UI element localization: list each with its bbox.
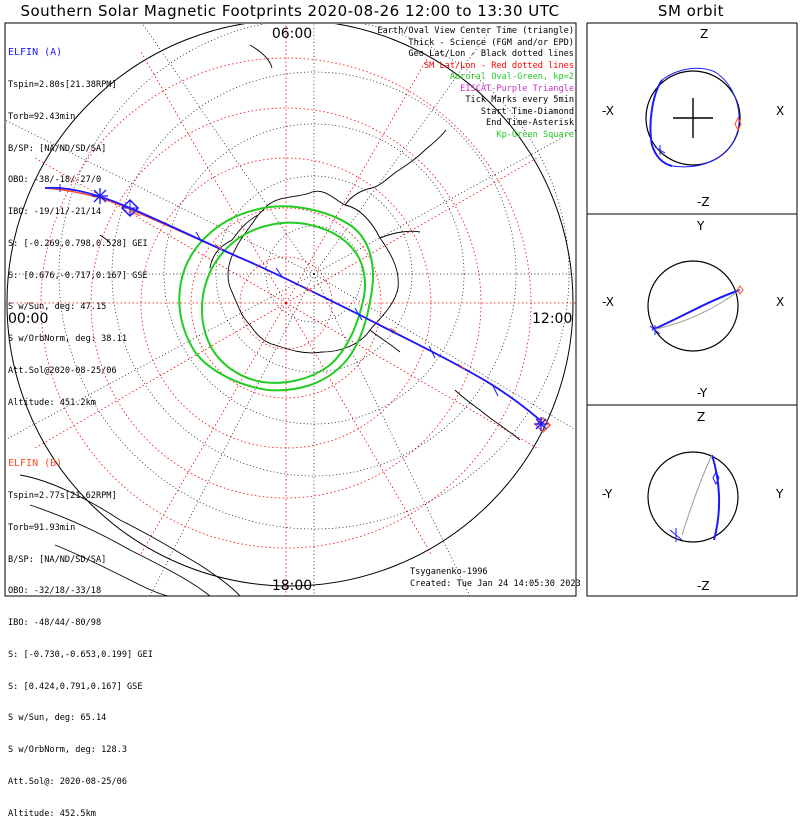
sm1-left-label: -X	[602, 104, 614, 118]
legend-item: Tick Marks every 5min	[465, 95, 574, 105]
elfin-a-end-marker	[534, 417, 548, 431]
elfin-a-line: S w/OrbNorm, deg: 38.11	[8, 334, 127, 345]
sm3-right-label: Y	[775, 487, 784, 501]
elfin-a-end-asterisk	[92, 188, 108, 204]
elfin-b-line: IBO: -48/44/-80/98	[8, 618, 102, 629]
sm1-bottom-label: -Z	[697, 195, 710, 209]
elfin-a-line: OBO: -38/-18/-27/0	[8, 175, 102, 186]
mlt-label-bottom: 18:00	[272, 578, 312, 594]
sm2-top-label: Y	[696, 219, 705, 233]
auroral-oval	[178, 205, 374, 392]
sm-panel-yz: Z -Z -Y Y	[602, 410, 784, 593]
mlt-label-top: 06:00	[272, 26, 312, 42]
elfin-b-line: Tspin=2.77s[21.62RPM]	[8, 490, 117, 501]
legend-item: Earth/Oval View Center Time (triangle)	[377, 26, 574, 36]
map-frame	[4, 22, 577, 597]
elfin-b-line: Torb=91.93min	[8, 522, 76, 533]
elfin-a-line: S w/Sun, deg: 47.15	[8, 302, 107, 313]
elfin-a-start-diamond	[120, 198, 140, 218]
elfin-a-ticks	[59, 184, 499, 397]
legend-item: Kp-Green Square	[496, 129, 574, 140]
elfin-b-line: Att.Sol@: 2020-08-25/06	[8, 777, 127, 787]
sm2-left-label: -X	[602, 295, 614, 309]
sm3-bottom-label: -Z	[697, 579, 710, 593]
elfin-b-line: OBO: -32/18/-33/18	[8, 586, 102, 597]
elfin-a-line: Tspin=2.80s[21.38RPM]	[8, 79, 117, 90]
elfin-b-line: S: [-0.730,-0.653,0.199] GEI	[8, 649, 153, 660]
elfin-b-name: ELFIN (B)	[8, 458, 63, 470]
legend-item: End Time-Asterisk	[486, 118, 574, 128]
elfin-a-line: S: [-0.269,0.798,0.528] GEI	[8, 238, 148, 249]
legend-item: Geo Lat/Lon - Black dotted lines	[408, 49, 574, 59]
elfin-a-line: IBO: -19/11/-21/14	[8, 207, 102, 218]
legend: Earth/Oval View Center Time (triangle) T…	[377, 26, 574, 141]
elfin-b-line: S w/OrbNorm, deg: 128.3	[8, 745, 127, 756]
elfin-a-line: B/SP: [NA/ND/SD/SA]	[8, 143, 107, 154]
sm-frame	[586, 22, 798, 597]
created-timestamp: Created: Tue Jan 24 14:05:30 2023	[410, 579, 581, 589]
elfin-a-line: Att.Sol@2020-08-25/06	[8, 366, 117, 376]
model-credit: Tsyganenko-1996	[410, 567, 488, 577]
elfin-b-info: ELFIN (B) Tspin=2.77s[21.62RPM] Torb=91.…	[8, 438, 153, 830]
sm1-top-label: Z	[700, 27, 708, 41]
elfin-a-line: Torb=92.43min	[8, 111, 76, 122]
legend-item: Start Time-Diamond	[480, 106, 574, 117]
elfin-a-name: ELFIN (A)	[8, 47, 63, 59]
elfin-b-start-diamond	[534, 416, 552, 434]
sm2-right-label: X	[776, 295, 784, 309]
mlt-label-left: 00:00	[8, 311, 48, 327]
sm1-right-label: X	[776, 104, 784, 118]
plot-title: Southern Solar Magnetic Footprints 2020-…	[20, 2, 560, 20]
sm3-top-label: Z	[697, 410, 705, 424]
elfin-b-line: B/SP: [NA/ND/SD/SA]	[8, 554, 107, 565]
legend-item: Auroral Oval-Green, kp=2	[449, 72, 574, 82]
sm-orbit-title: SM orbit	[657, 2, 725, 20]
mlt-label-right: 12:00	[532, 311, 572, 327]
sm2-bottom-label: -Y	[697, 386, 708, 400]
sm-longitude-grid	[6, 24, 576, 596]
elfin-b-line: S w/Sun, deg: 65.14	[8, 713, 107, 724]
elfin-b-line: S: [0.424,0.791,0.167] GSE	[8, 681, 143, 692]
sm-panel-xy: Y -Y -X X	[602, 219, 784, 400]
elfin-a-info: ELFIN (A) Tspin=2.80s[21.38RPM] Torb=92.…	[8, 27, 148, 419]
legend-item: Thick - Science (FGM and/or EPD)	[408, 37, 574, 48]
elfin-a-line: S: [0.676,-0.717,0.167] GSE	[8, 270, 148, 281]
sm3-left-label: -Y	[602, 487, 613, 501]
sm-panel-xz: Z -Z -X X	[602, 27, 784, 209]
elfin-a-line: Altitude: 451.2km	[8, 397, 96, 408]
legend-item: SM Lat/Lon - Red dotted lines	[423, 60, 574, 71]
geo-grid	[6, 24, 576, 596]
legend-item: EISCAT-Purple Triangle	[460, 83, 574, 94]
elfin-b-line: Altitude: 452.5km	[8, 808, 96, 819]
polar-boundary	[6, 24, 574, 587]
elfin-b-ticks	[214, 243, 466, 370]
footprint-map: 06:00 00:00 12:00 18:00 Z -Z -X X Y -Y -…	[4, 22, 798, 597]
